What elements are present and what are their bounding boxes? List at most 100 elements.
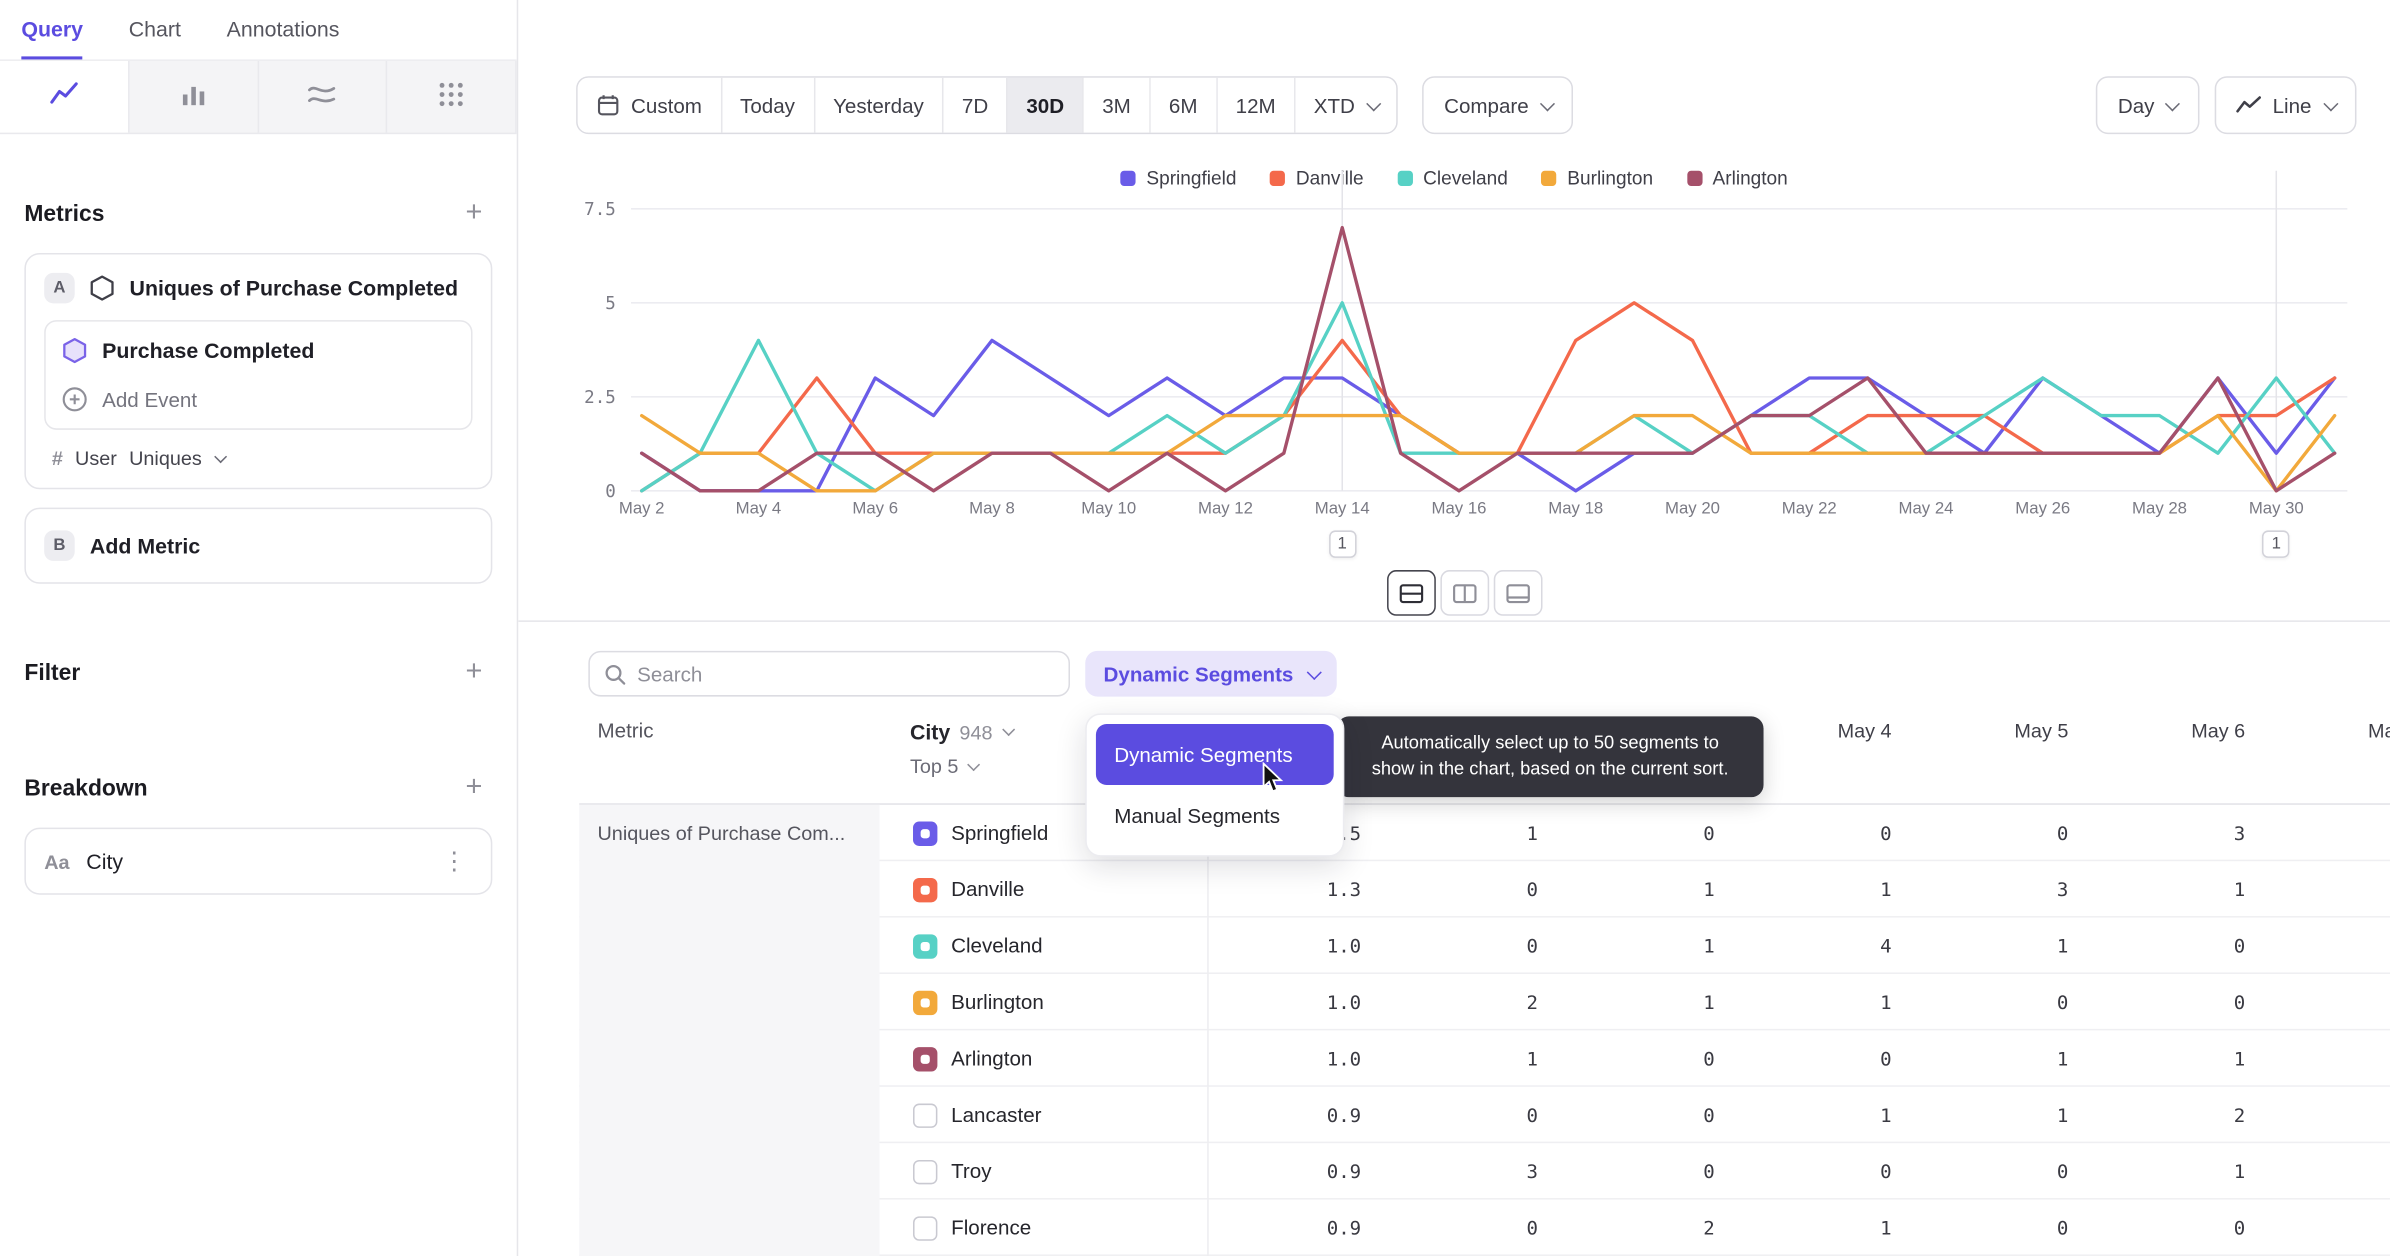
value-cell: 0 [2056, 1216, 2069, 1240]
compare-button[interactable]: Compare [1422, 76, 1574, 135]
metric-card-b[interactable]: B Add Metric [24, 507, 493, 584]
search-icon [604, 662, 627, 685]
range-6m-button[interactable]: 6M [1150, 77, 1218, 133]
tab-chart[interactable]: Chart [128, 16, 181, 41]
metric-cell [579, 1199, 880, 1256]
breakdown-property-label: City [86, 848, 124, 874]
date-range-toolbar: Custom Today Yesterday 7D 30D 3M 6M 12M … [576, 76, 1574, 135]
legend-item[interactable]: Arlington [1686, 168, 1788, 189]
legend-item[interactable]: Cleveland [1397, 168, 1508, 189]
column-header[interactable]: May 7 [2368, 719, 2390, 743]
segment-city-cell: Cleveland [879, 917, 1209, 974]
add-breakdown-plus-button[interactable]: + [465, 771, 483, 804]
plus-circle-icon [61, 386, 88, 413]
value-cell [2248, 805, 2390, 861]
tab-query[interactable]: Query [21, 0, 84, 60]
segment-checkbox[interactable] [913, 1046, 938, 1071]
range-custom-button[interactable]: Custom [577, 77, 722, 133]
segments-mode-dropdown[interactable]: Dynamic Segments [1085, 650, 1337, 697]
value-cell: 0 [1526, 877, 1538, 901]
chevron-down-icon [967, 757, 980, 770]
event-name: Purchase Completed [102, 338, 315, 363]
menu-item-dynamic-segments[interactable]: Dynamic Segments [1095, 724, 1334, 785]
segment-name: Burlington [951, 990, 1044, 1014]
segment-checkbox[interactable] [913, 1102, 938, 1128]
range-today-button[interactable]: Today [721, 77, 815, 133]
kebab-menu-icon[interactable]: ⋮ [442, 848, 467, 875]
value-cell: 0 [2056, 821, 2069, 845]
table-row: Arlington 1.0 1 0 0 1 1 [579, 1030, 2390, 1087]
bar-chart-icon [178, 79, 208, 114]
event-row-purchase-completed[interactable]: Purchase Completed [46, 326, 471, 375]
value-cell: 1 [1526, 821, 1538, 845]
add-metric-plus-button[interactable]: + [465, 196, 483, 229]
line-chart[interactable]: 0 2.5 5 7.5 May 2 May 4 May 6 May 8 May 10 May 12… [518, 152, 2390, 548]
value-cell: 1 [2056, 1103, 2069, 1127]
table-row: Danville 1.3 0 1 1 3 1 [579, 861, 2390, 918]
annotation-badge[interactable]: 1 [2262, 530, 2290, 558]
svg-text:May 26: May 26 [2015, 499, 2070, 518]
column-header[interactable]: May 6 [2191, 719, 2246, 743]
column-header[interactable]: May 5 [2014, 719, 2069, 743]
layout-bottom-panel-button[interactable] [1493, 570, 1543, 616]
chart-panel: Custom Today Yesterday 7D 30D 3M 6M 12M … [518, 0, 2390, 1256]
segment-name: Arlington [951, 1047, 1033, 1071]
segment-name: Cleveland [951, 934, 1043, 958]
range-30d-button[interactable]: 30D [1008, 77, 1084, 133]
metric-cell [579, 1086, 880, 1144]
chart-type-switcher [0, 60, 517, 135]
svg-text:0: 0 [605, 482, 616, 502]
value-cell: 0.9 [1326, 1103, 1362, 1127]
value-cell: 2 [1526, 990, 1538, 1014]
granularity-button[interactable]: Day [2096, 76, 2200, 135]
chevron-down-icon [1540, 96, 1555, 111]
breakdown-city-card[interactable]: Aa City ⋮ [24, 827, 493, 895]
layout-split-vertical-button[interactable] [1440, 570, 1490, 616]
range-xtd-button[interactable]: XTD [1295, 77, 1397, 133]
add-event-row[interactable]: Add Event [46, 375, 471, 424]
range-yesterday-button[interactable]: Yesterday [814, 77, 944, 133]
value-cell: 1 [1880, 990, 1892, 1014]
bottom-panel-icon [1506, 583, 1530, 603]
add-filter-plus-button[interactable]: + [465, 655, 483, 688]
annotation-badge[interactable]: 1 [1328, 530, 1356, 558]
legend-item[interactable]: Springfield [1120, 168, 1236, 189]
value-cell [2248, 974, 2390, 1030]
range-7d-button[interactable]: 7D [943, 77, 1009, 133]
column-header[interactable]: May 4 [1837, 719, 1892, 743]
segment-checkbox[interactable] [913, 989, 938, 1015]
segment-checkbox[interactable] [913, 820, 938, 846]
measure-selector[interactable]: # User Uniques [41, 442, 475, 472]
segment-search [588, 650, 1071, 697]
metric-card-a: A Uniques of Purchase Completed Purchase… [24, 253, 493, 490]
column-header-city: City 948 Top 5 [879, 701, 1208, 803]
svg-text:2.5: 2.5 [584, 388, 616, 408]
tab-annotations[interactable]: Annotations [226, 16, 340, 41]
city-sort-control[interactable]: City 948 [910, 719, 1209, 744]
segment-checkbox[interactable] [913, 933, 938, 958]
segment-checkbox[interactable] [913, 1159, 938, 1184]
value-cell: 0 [2056, 990, 2069, 1014]
value-cell: 0 [1526, 1103, 1538, 1127]
search-input[interactable] [637, 662, 1055, 686]
menu-item-manual-segments[interactable]: Manual Segments [1114, 804, 1281, 827]
table-row: Burlington 1.0 2 1 1 0 0 [579, 973, 2390, 1031]
segment-checkbox[interactable] [913, 877, 938, 902]
query-sidebar: Query Chart Annotations [0, 0, 519, 1256]
range-3m-button[interactable]: 3M [1083, 77, 1151, 133]
range-12m-button[interactable]: 12M [1217, 77, 1296, 133]
value-cell: 1.0 [1326, 990, 1362, 1014]
stream-chart-type-button[interactable] [258, 60, 388, 133]
legend-item[interactable]: Danville [1269, 168, 1364, 189]
event-hexagon-icon [61, 337, 88, 364]
line-chart-type-button[interactable] [0, 60, 130, 133]
layout-split-horizontal-button[interactable] [1387, 570, 1436, 616]
chart-style-button[interactable]: Line [2214, 76, 2357, 135]
top-n-selector[interactable]: Top 5 [910, 754, 1209, 777]
bar-chart-type-button[interactable] [129, 60, 259, 133]
legend-item[interactable]: Burlington [1541, 168, 1653, 189]
segment-checkbox[interactable] [913, 1215, 938, 1240]
scatter-chart-type-button[interactable] [388, 60, 517, 133]
chevron-down-icon [1306, 664, 1321, 679]
table-row: Troy 0.9 3 0 0 0 1 [579, 1143, 2390, 1200]
